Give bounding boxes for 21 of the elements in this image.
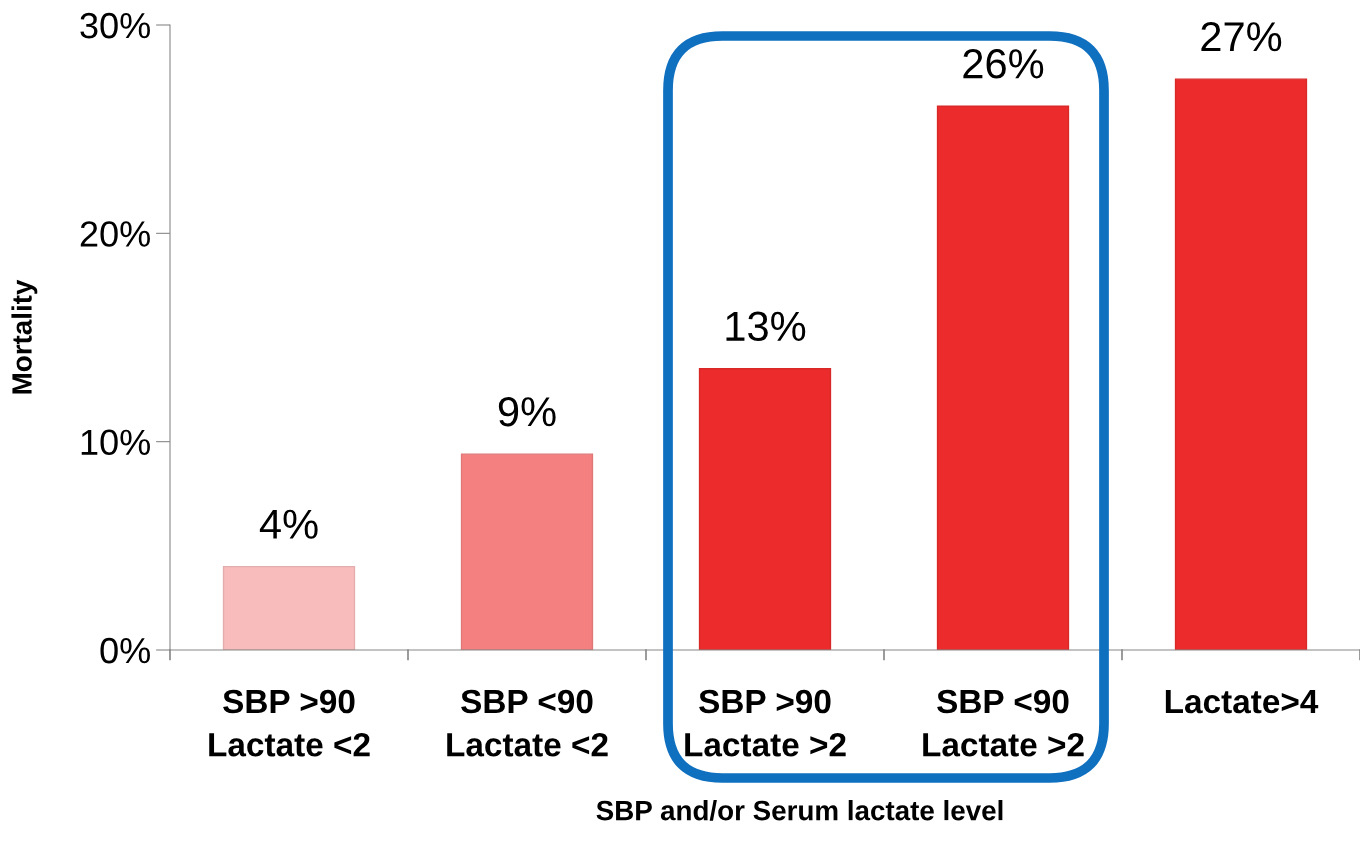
bar [222, 565, 356, 650]
data-label: 9% [498, 396, 556, 427]
y-tick-label: 10% [81, 429, 150, 456]
data-label: 26% [963, 49, 1044, 79]
x-tick-label: SBP >90 Lactate >2 [685, 689, 846, 757]
bar [698, 368, 832, 650]
x-tick-label: SBP <90 Lactate >2 [923, 689, 1084, 757]
x-tick-label: Lactate>4 [1165, 690, 1319, 714]
x-tick-label: SBP >90 Lactate <2 [209, 689, 370, 757]
data-label: 13% [726, 311, 806, 342]
x-tick-label: SBP <90 Lactate <2 [447, 689, 608, 757]
y-tick-label: 30% [80, 12, 150, 39]
y-axis-title: Mortality [11, 279, 38, 394]
x-axis-title: SBP and/or Serum lactate level [596, 800, 1003, 821]
bar [1174, 78, 1308, 650]
bar [936, 105, 1070, 650]
data-label: 27% [1201, 21, 1282, 52]
y-tick-label: 0% [100, 637, 150, 664]
data-label: 4% [259, 509, 318, 539]
bar [460, 453, 594, 650]
y-tick-label: 20% [80, 221, 150, 247]
